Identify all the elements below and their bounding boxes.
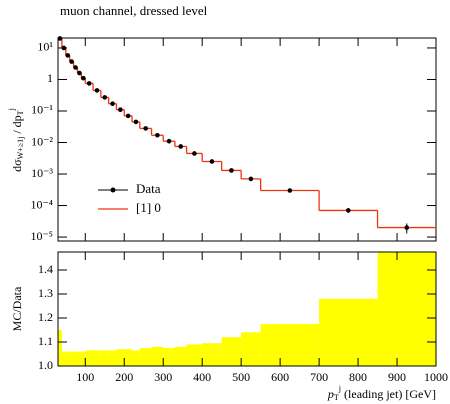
x-label-part: T xyxy=(334,393,339,402)
y-axis-label: dσW+≥1j / dpTj xyxy=(7,108,25,172)
x-label-part: (leading jet) [GeV] xyxy=(341,387,436,401)
data-point xyxy=(166,138,172,144)
y-tick-label: 10⁻⁵ xyxy=(30,229,53,243)
data-point xyxy=(287,188,293,193)
y-label-part: / dp xyxy=(10,115,24,136)
data-point xyxy=(61,45,67,51)
legend-label: Data xyxy=(136,181,161,196)
ratio-band xyxy=(151,346,164,366)
data-point xyxy=(178,144,184,149)
data-point xyxy=(69,59,74,64)
data-point xyxy=(248,176,254,182)
y-tick-label: 10⁻⁴ xyxy=(30,197,53,211)
y-label-part: T xyxy=(16,110,25,115)
ratio-band xyxy=(61,351,66,366)
data-point xyxy=(81,75,86,81)
ratio-band xyxy=(221,337,242,366)
data-point xyxy=(209,159,215,164)
x-tick-label: 400 xyxy=(193,370,211,384)
x-tick-label: 300 xyxy=(154,370,172,384)
x-tick-label: 100 xyxy=(76,370,94,384)
ratio-band xyxy=(93,350,101,366)
x-axis-label: pTj (leading jet) [GeV] xyxy=(327,384,436,402)
x-tick-label: 500 xyxy=(232,370,250,384)
data-point xyxy=(125,113,131,119)
ratio-band xyxy=(124,349,133,366)
data-point xyxy=(57,36,63,41)
data-point xyxy=(102,95,108,100)
legend-label: [1] 0 xyxy=(136,200,161,215)
ratio-band xyxy=(65,351,70,366)
ratio-y-tick-label: 1.1 xyxy=(38,334,53,348)
chart-title: muon channel, dressed level xyxy=(60,3,208,18)
data-point xyxy=(143,126,148,131)
data-point xyxy=(404,225,410,230)
ratio-band-group xyxy=(58,252,436,366)
plot-frame xyxy=(57,37,437,242)
ratio-band xyxy=(100,350,109,366)
ratio-band xyxy=(186,344,203,366)
ratio-band xyxy=(174,346,187,366)
ratio-y-tick-label: 1.2 xyxy=(38,310,53,324)
ratio-band xyxy=(260,324,320,366)
ratio-band xyxy=(132,350,140,366)
ratio-y-tick-label: 1.0 xyxy=(38,358,53,372)
y-label-part: dσ xyxy=(10,159,24,172)
plot-frame xyxy=(57,251,437,367)
x-tick-label: 900 xyxy=(388,370,406,384)
y-label-part: W+≥1j xyxy=(16,137,25,160)
ratio-y-tick-label: 1.4 xyxy=(38,262,53,276)
data-point xyxy=(346,208,351,213)
data-point xyxy=(192,151,197,156)
ratio-band xyxy=(85,350,94,366)
data-point xyxy=(133,119,139,125)
ratio-band xyxy=(163,348,175,366)
x-tick-label: 800 xyxy=(349,370,367,384)
x-label-part: p xyxy=(327,387,334,401)
ratio-band xyxy=(319,298,378,366)
x-tick-label: 700 xyxy=(310,370,328,384)
x-tick-label: 600 xyxy=(271,370,289,384)
data-point xyxy=(94,88,100,93)
ratio-band xyxy=(108,350,117,366)
data-point xyxy=(155,132,160,138)
data-point xyxy=(65,53,71,58)
ratio-band xyxy=(69,351,74,366)
y-tick-label: 10⁻¹ xyxy=(31,103,53,117)
y-tick-label: 10⁻³ xyxy=(31,166,53,180)
ratio-band xyxy=(241,332,261,366)
y-tick-label: 10¹ xyxy=(37,40,53,54)
legend-marker xyxy=(110,187,116,193)
ratio-axis-label: MC/Data xyxy=(10,286,24,331)
ratio-y-tick-label: 1.3 xyxy=(38,286,53,300)
data-point xyxy=(77,70,82,76)
x-label-part: j xyxy=(338,384,341,393)
ratio-band xyxy=(81,351,86,366)
data-point xyxy=(110,101,115,107)
ratio-band xyxy=(202,343,222,366)
data-point xyxy=(73,65,78,70)
data-point xyxy=(118,107,123,112)
y-label-part: j xyxy=(7,108,16,111)
ratio-band xyxy=(377,252,436,366)
data-point xyxy=(86,81,92,86)
ratio-band xyxy=(139,348,152,366)
x-tick-label: 200 xyxy=(115,370,133,384)
data-point xyxy=(229,168,234,173)
ratio-band xyxy=(73,351,78,366)
ratio-band xyxy=(58,330,62,366)
y-tick-label: 1 xyxy=(47,71,53,85)
y-tick-label: 10⁻² xyxy=(31,134,53,148)
ratio-band xyxy=(116,349,125,366)
x-tick-label: 1000 xyxy=(424,370,448,384)
ratio-band xyxy=(77,351,82,366)
